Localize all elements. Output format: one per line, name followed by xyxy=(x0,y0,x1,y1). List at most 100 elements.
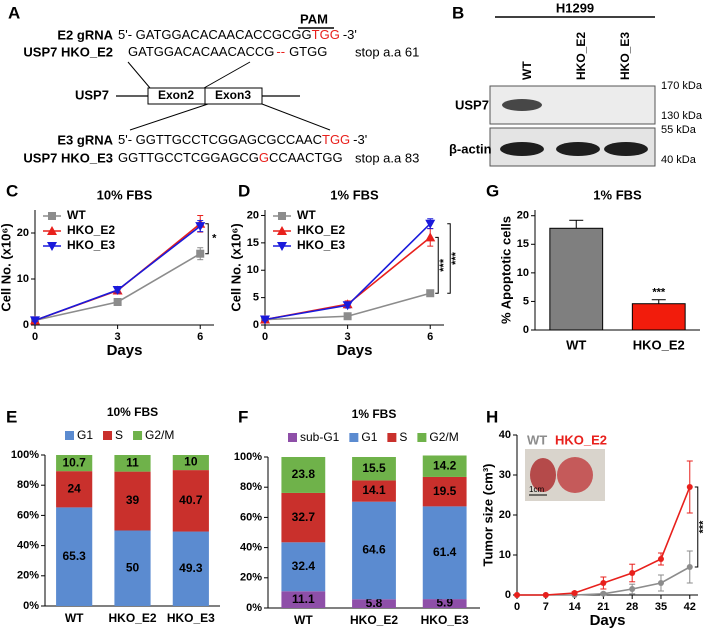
data-label: 15.5 xyxy=(362,461,386,475)
bar-segment xyxy=(114,471,151,531)
data-point xyxy=(657,580,664,586)
data-point xyxy=(425,219,436,229)
data-label: 10.7 xyxy=(62,455,86,469)
data-label: 23.8 xyxy=(292,467,316,481)
x-tick-label: 21 xyxy=(597,601,609,613)
x-tick-label: 0 xyxy=(262,331,268,343)
data-label: 39 xyxy=(126,493,140,507)
connector xyxy=(261,103,331,131)
x-tick-label: HKO_E3 xyxy=(167,611,215,625)
sequence: GATGGACACAACACCG -- GTGG xyxy=(128,44,327,59)
y-axis-label: Tumor size (cm³) xyxy=(480,463,495,566)
legend-swatch xyxy=(387,433,397,442)
legend-label: HKO_E2 xyxy=(555,432,607,447)
connector xyxy=(127,61,151,89)
data-label: 50 xyxy=(126,560,140,574)
data-point xyxy=(30,316,40,326)
significance-bracket xyxy=(694,486,699,568)
x-tick-label: WT xyxy=(566,337,586,352)
exon-box xyxy=(204,87,263,105)
data-point xyxy=(629,570,636,576)
marker-label: 130 kDa xyxy=(661,110,703,122)
bar-segment xyxy=(422,476,467,507)
x-tick-label: 3 xyxy=(115,331,121,343)
y-tick-label: 0% xyxy=(23,600,39,612)
x-tick-label: 42 xyxy=(684,601,696,613)
y-tick-label: 0 xyxy=(523,324,529,336)
marker-label: 170 kDa xyxy=(661,80,703,92)
marker-label: 40 kDa xyxy=(661,154,697,166)
bar-segment xyxy=(281,542,326,592)
data-label: 64.6 xyxy=(362,543,386,557)
stop-note: stop a.a 61 xyxy=(355,44,419,59)
data-point xyxy=(425,232,436,242)
y-tick-label: 5 xyxy=(253,292,259,304)
panel-label: E xyxy=(6,407,17,426)
x-axis-label: Days xyxy=(337,342,373,359)
data-point xyxy=(657,556,664,562)
legend-swatch xyxy=(417,433,427,442)
data-label: 11.1 xyxy=(292,592,315,606)
row-label: USP7 xyxy=(455,97,489,112)
bar-segment xyxy=(281,591,326,608)
panel-label: H xyxy=(486,407,498,426)
legend-marker xyxy=(278,212,286,220)
x-tick-label: WT xyxy=(294,613,313,627)
insertion: G xyxy=(259,150,269,165)
data-label: 5.8 xyxy=(366,596,383,610)
legend-label: G1 xyxy=(77,428,93,442)
legend-label: G1 xyxy=(361,430,377,444)
y-axis-label: Cell No. (x10⁶) xyxy=(228,223,243,311)
y-tick-label: 80% xyxy=(240,481,262,493)
y-tick-label: 20 xyxy=(499,509,511,521)
bar-segment xyxy=(172,470,209,532)
legend-marker xyxy=(47,242,57,251)
data-point xyxy=(260,315,270,325)
connector xyxy=(129,103,209,131)
bar-segment xyxy=(114,455,151,472)
y-axis-label: % Apoptotic cells xyxy=(498,216,513,324)
significance-label: * xyxy=(212,233,217,245)
legend-label: sub-G1 xyxy=(300,430,340,444)
bar xyxy=(631,303,686,331)
series-line xyxy=(34,225,201,322)
x-tick-label: 28 xyxy=(626,601,638,613)
panel-label: C xyxy=(6,181,18,200)
panel-label: D xyxy=(238,181,250,200)
data-point xyxy=(195,222,206,232)
bar-segment xyxy=(352,457,396,481)
bar-segment xyxy=(352,599,396,608)
seq-end: CCAACTGG xyxy=(269,150,343,165)
legend-swatch xyxy=(349,433,359,442)
y-tick-label: 10 xyxy=(247,264,259,276)
y-tick-label: 30 xyxy=(499,469,511,481)
lane-label: HKO_E3 xyxy=(618,32,632,80)
y-tick-label: 15 xyxy=(517,238,529,250)
y-tick-label: 40% xyxy=(17,540,39,552)
mutant-label: USP7 HKO_E2 xyxy=(23,44,113,59)
chart-title: 1% FBS xyxy=(330,187,379,202)
band xyxy=(604,142,648,156)
data-label: 40.7 xyxy=(179,493,203,507)
bar-segment xyxy=(422,599,467,608)
bar-segment xyxy=(281,492,326,543)
legend-label: WT xyxy=(297,208,316,222)
y-tick-label: 0 xyxy=(505,589,511,601)
legend-swatch xyxy=(133,431,143,440)
y-tick-label: 100% xyxy=(234,451,262,463)
legend-label: HKO_E3 xyxy=(67,238,115,252)
legend-swatch xyxy=(65,431,74,440)
data-point xyxy=(542,592,549,598)
band xyxy=(556,142,600,156)
legend-label: G2/M xyxy=(429,430,458,444)
panel-label: B xyxy=(452,3,464,22)
bar-segment xyxy=(56,471,93,508)
x-tick-label: 6 xyxy=(197,331,203,343)
significance-label: *** xyxy=(450,251,462,265)
seq: GATGGACACAACACCG xyxy=(128,44,274,59)
significance-bracket xyxy=(205,223,209,255)
seq: 5'- GGTTGCCTCGGAGCGCCAAC xyxy=(118,132,322,147)
bar-segment xyxy=(352,480,396,502)
x-tick-label: 14 xyxy=(568,601,581,613)
